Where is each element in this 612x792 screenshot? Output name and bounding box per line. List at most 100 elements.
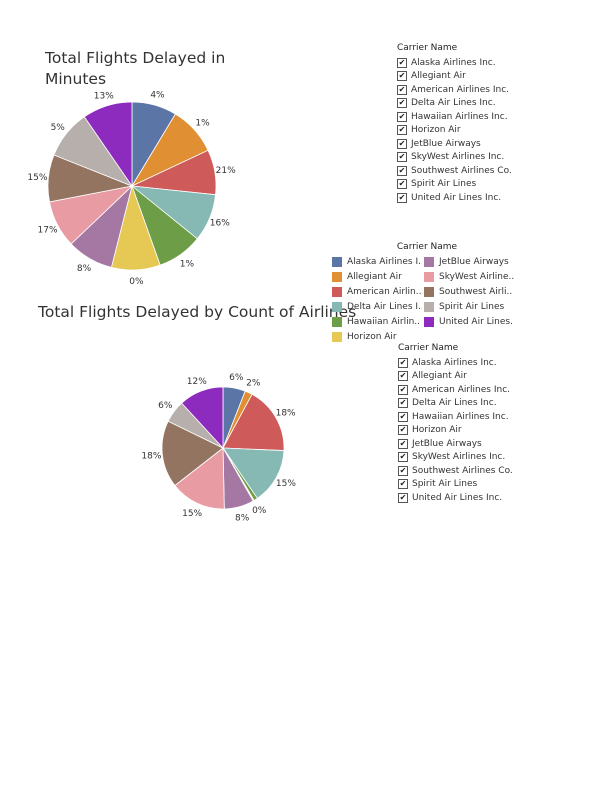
legend-label: Alaska Airlines I.. <box>347 256 422 267</box>
chart-title-delay-count: Total Flights Delayed by Count of Airlin… <box>38 303 357 321</box>
filter-item[interactable]: ✔ Hawaiian Airlines Inc. <box>398 410 513 424</box>
legend-swatch <box>332 271 342 282</box>
slice-label: 17% <box>38 225 58 235</box>
filter-item[interactable]: ✔ Delta Air Lines Inc. <box>398 397 513 411</box>
slice-label: 15% <box>276 479 296 489</box>
legend-item[interactable]: Spirit Air Lines <box>424 299 514 314</box>
checkbox[interactable]: ✔ <box>397 98 407 109</box>
slice-label: 5% <box>51 123 66 133</box>
legend-label: Hawaiian Airlin.. <box>347 316 421 327</box>
checkbox[interactable]: ✔ <box>398 357 408 368</box>
filter-item[interactable]: ✔ Hawaiian Airlines Inc. <box>397 110 512 124</box>
checkbox[interactable]: ✔ <box>397 111 407 122</box>
filter-item[interactable]: ✔ Allegiant Air <box>398 370 513 384</box>
carrier-filter-1: Carrier Name ✔ Alaska Airlines Inc. ✔ Alleg… <box>397 42 512 205</box>
filter-item[interactable]: ✔ American Airlines Inc. <box>398 383 513 397</box>
checkbox[interactable]: ✔ <box>397 125 407 136</box>
filter-item[interactable]: ✔ Southwest Airlines Co. <box>398 464 513 478</box>
filter-item[interactable]: ✔ Horizon Air <box>398 424 513 438</box>
filter-item-label: American Airlines Inc. <box>411 84 510 95</box>
pie-slice[interactable] <box>222 447 285 499</box>
checkbox[interactable]: ✔ <box>397 179 407 190</box>
legend-label: SkyWest Airline.. <box>439 271 514 282</box>
slice-label: 18% <box>276 408 296 418</box>
pie-slice[interactable] <box>181 386 224 450</box>
filter-item-label: JetBlue Airways <box>412 438 482 449</box>
legend-title: Carrier Name <box>396 242 458 252</box>
filter-item-label: Alaska Airlines Inc. <box>411 57 496 68</box>
filter-item[interactable]: ✔ Horizon Air <box>397 124 512 138</box>
checkbox[interactable]: ✔ <box>397 138 407 149</box>
checkbox[interactable]: ✔ <box>398 425 408 436</box>
legend-swatch <box>332 301 342 312</box>
filter-item[interactable]: ✔ United Air Lines Inc. <box>397 191 512 205</box>
filter-item-label: SkyWest Airlines Inc. <box>412 452 506 463</box>
filter-item[interactable]: ✔ Southwest Airlines Co. <box>397 164 512 178</box>
legend-label: JetBlue Airways <box>439 256 509 267</box>
pie-slice[interactable] <box>83 101 133 188</box>
legend-item[interactable]: Delta Air Lines I.. <box>332 299 422 314</box>
filter-item[interactable]: ✔ Delta Air Lines Inc. <box>397 97 512 111</box>
legend-swatch <box>332 286 342 297</box>
filter-item-label: Allegiant Air <box>412 371 467 382</box>
filter-item[interactable]: ✔ Spirit Air Lines <box>397 178 512 192</box>
filter-item[interactable]: ✔ American Airlines Inc. <box>397 83 512 97</box>
legend-label: Allegiant Air <box>347 271 402 282</box>
legend-item[interactable]: American Airlin.. <box>332 284 422 299</box>
filter-item[interactable]: ✔ United Air Lines Inc. <box>398 491 513 505</box>
pie-slice[interactable] <box>222 393 285 451</box>
carrier-filter-2: Carrier Name ✔ Alaska Airlines Inc. ✔ Alleg… <box>398 342 513 505</box>
slice-label: 2% <box>246 379 261 389</box>
filter-item[interactable]: ✔ JetBlue Airways <box>397 137 512 151</box>
pie-slice[interactable] <box>174 447 225 510</box>
legend-label: Horizon Air <box>347 331 397 342</box>
pie-slice[interactable] <box>161 420 224 487</box>
legend-swatch <box>424 256 434 267</box>
filter-item-label: SkyWest Airlines Inc. <box>411 152 505 163</box>
filter-item[interactable]: ✔ Alaska Airlines Inc. <box>398 356 513 370</box>
checkbox[interactable]: ✔ <box>397 152 407 163</box>
filter-item[interactable]: ✔ SkyWest Airlines Inc. <box>397 151 512 165</box>
filter-item[interactable]: ✔ SkyWest Airlines Inc. <box>398 451 513 465</box>
slice-label: 1% <box>195 118 210 128</box>
legend-item[interactable]: SkyWest Airline.. <box>424 269 514 284</box>
checkbox[interactable]: ✔ <box>398 465 408 476</box>
checkbox[interactable]: ✔ <box>397 84 407 95</box>
filter-item[interactable]: ✔ JetBlue Airways <box>398 437 513 451</box>
filter-item[interactable]: ✔ Alaska Airlines Inc. <box>397 56 512 70</box>
checkbox[interactable]: ✔ <box>397 57 407 68</box>
checkbox[interactable]: ✔ <box>398 438 408 449</box>
legend-item[interactable]: Southwest Airli.. <box>424 284 514 299</box>
filter-item-label: Spirit Air Lines <box>412 479 478 490</box>
filter-item-label: Horizon Air <box>412 425 462 436</box>
checkbox[interactable]: ✔ <box>398 492 408 503</box>
checkbox[interactable]: ✔ <box>397 192 407 203</box>
filter-item[interactable]: ✔ Allegiant Air <box>397 70 512 84</box>
checkbox[interactable]: ✔ <box>398 384 408 395</box>
filter-item[interactable]: ✔ Spirit Air Lines <box>398 478 513 492</box>
checkbox[interactable]: ✔ <box>397 165 407 176</box>
chart-title-delay-minutes: Total Flights Delayed in Minutes <box>45 49 226 88</box>
legend-item[interactable]: Allegiant Air <box>332 269 422 284</box>
slice-label: 8% <box>77 264 92 274</box>
checkbox[interactable]: ✔ <box>398 371 408 382</box>
checkbox[interactable]: ✔ <box>398 398 408 409</box>
legend-item[interactable]: Hawaiian Airlin.. <box>332 314 422 329</box>
legend-item[interactable]: United Air Lines.. <box>424 314 514 329</box>
slice-label: 0% <box>129 277 144 287</box>
filter-item-label: Spirit Air Lines <box>411 179 477 190</box>
legend-item[interactable]: Alaska Airlines I.. <box>332 254 422 269</box>
slice-label: 1% <box>180 260 195 270</box>
legend-item[interactable]: JetBlue Airways <box>424 254 514 269</box>
slice-label: 8% <box>235 513 250 523</box>
legend-swatch <box>332 331 342 342</box>
checkbox[interactable]: ✔ <box>398 452 408 463</box>
filter-item-label: Southwest Airlines Co. <box>412 465 513 476</box>
legend-item[interactable]: Horizon Air <box>332 329 422 344</box>
checkbox[interactable]: ✔ <box>398 411 408 422</box>
filter-title: Carrier Name <box>398 343 459 353</box>
filter-items: ✔ Alaska Airlines Inc. ✔ Allegiant Air ✔ Amer… <box>398 356 513 505</box>
checkbox[interactable]: ✔ <box>398 479 408 490</box>
slice-label: 15% <box>182 509 202 519</box>
checkbox[interactable]: ✔ <box>397 71 407 82</box>
